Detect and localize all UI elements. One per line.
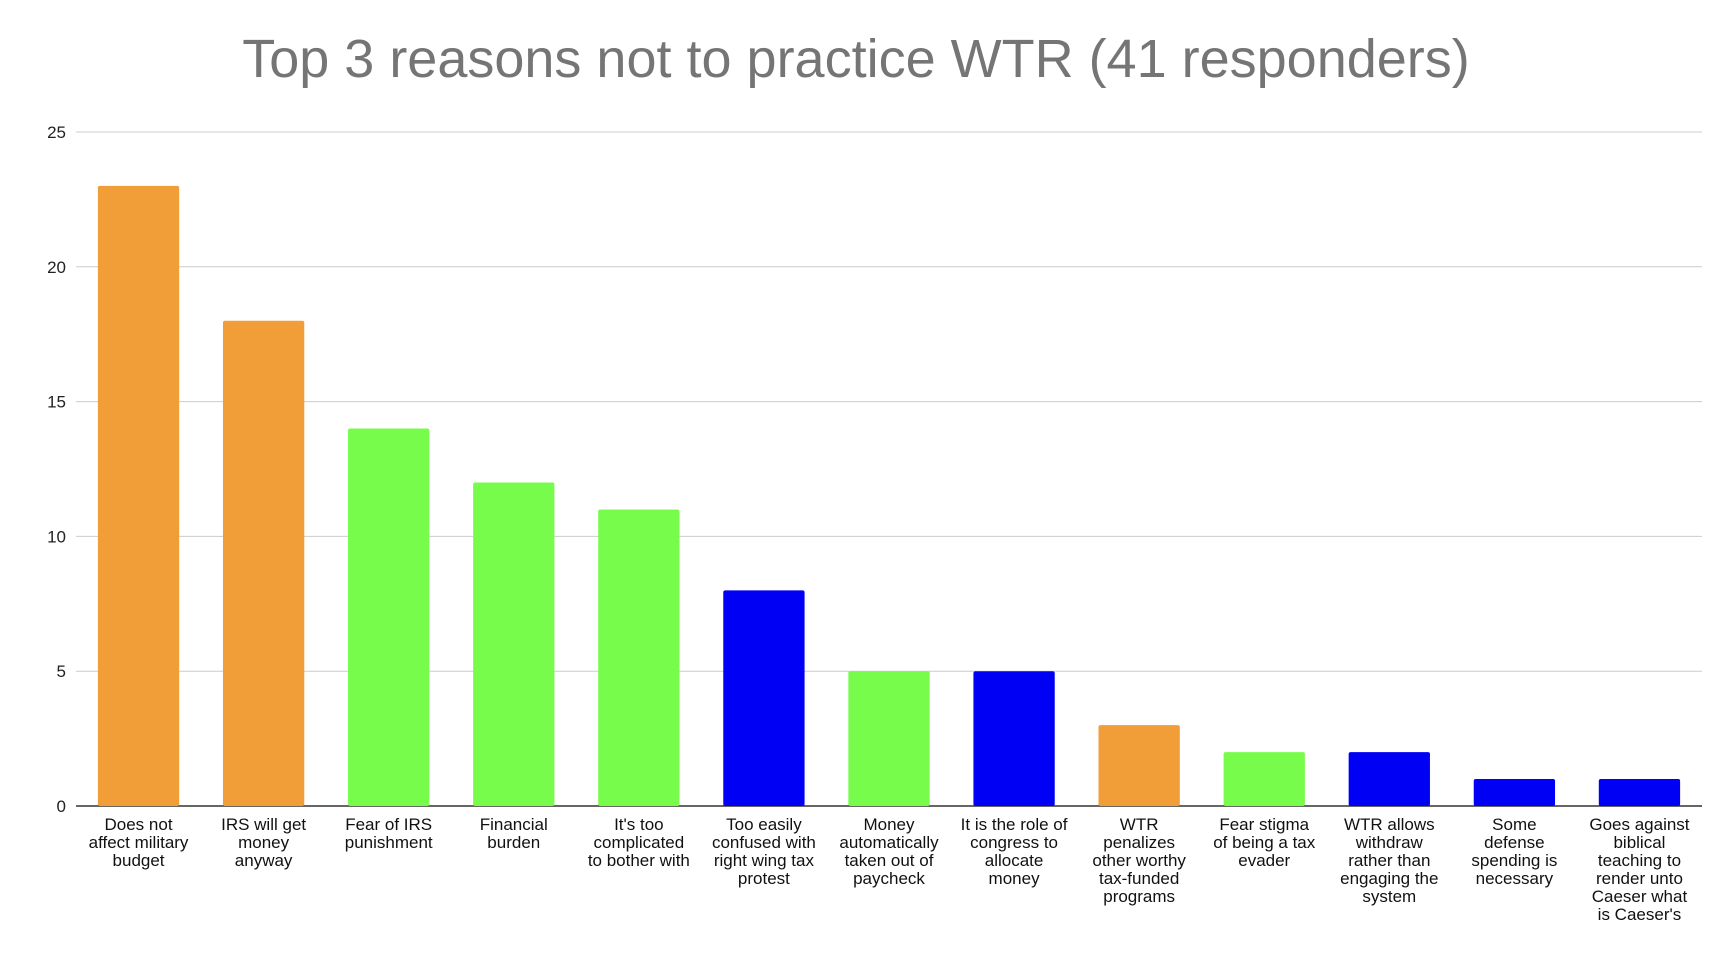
x-category-label-line: Too easily bbox=[726, 815, 802, 834]
y-tick-label: 15 bbox=[47, 393, 66, 412]
x-category-label-line: automatically bbox=[839, 833, 939, 852]
y-tick-label: 5 bbox=[57, 662, 66, 681]
x-category-label: Financial burden bbox=[480, 815, 548, 852]
x-category-label-line: rather than bbox=[1348, 851, 1430, 870]
x-category-label-line: taken out of bbox=[845, 851, 934, 870]
x-category-label-line: burden bbox=[487, 833, 540, 852]
y-axis-ticks: 0 5 10 15 20 25 bbox=[47, 123, 66, 816]
x-category-label-line: engaging the bbox=[1340, 869, 1438, 888]
x-category-label: Does not affect military budget bbox=[89, 815, 189, 870]
x-category-label-line: withdraw bbox=[1355, 833, 1424, 852]
x-category-label-line: budget bbox=[113, 851, 165, 870]
x-category-label-line: Does not bbox=[105, 815, 173, 834]
bar-1 bbox=[222, 320, 305, 806]
bars bbox=[97, 185, 1681, 807]
x-category-label-line: money bbox=[989, 869, 1041, 888]
x-category-label-line: It is the role of bbox=[961, 815, 1068, 834]
x-category-label-line: Fear of IRS bbox=[345, 815, 432, 834]
y-tick-label: 25 bbox=[47, 123, 66, 142]
y-tick-label: 10 bbox=[47, 527, 66, 546]
bar-11 bbox=[1473, 779, 1556, 806]
y-tick-label: 0 bbox=[57, 797, 66, 816]
x-category-label-line: evader bbox=[1238, 851, 1290, 870]
x-category-label: Some defense spending is necessary bbox=[1471, 815, 1557, 888]
x-category-label-line: necessary bbox=[1476, 869, 1554, 888]
x-category-label-line: Fear stigma bbox=[1219, 815, 1309, 834]
x-category-label-line: tax-funded bbox=[1099, 869, 1179, 888]
x-category-label-line: IRS will get bbox=[221, 815, 306, 834]
x-axis-categories: Does not affect military budget IRS will ge… bbox=[89, 815, 1690, 924]
x-category-label-line: allocate bbox=[985, 851, 1044, 870]
x-category-label-line: punishment bbox=[345, 833, 433, 852]
bar-12 bbox=[1598, 779, 1681, 806]
x-category-label-line: affect military bbox=[89, 833, 189, 852]
bar-0 bbox=[97, 185, 180, 807]
x-category-label-line: It's too bbox=[614, 815, 664, 834]
x-category-label-line: biblical bbox=[1613, 833, 1665, 852]
x-category-label: Fear of IRS punishment bbox=[345, 815, 433, 852]
x-category-label-line: Goes against bbox=[1589, 815, 1689, 834]
x-category-label-line: Caeser what bbox=[1592, 887, 1688, 906]
bar-5 bbox=[723, 590, 805, 806]
x-category-label: Fear stigma of being a tax evader bbox=[1213, 815, 1316, 870]
x-category-label-line: paycheck bbox=[853, 869, 925, 888]
bar-6 bbox=[848, 671, 930, 806]
x-category-label-line: right wing tax bbox=[714, 851, 815, 870]
x-category-label-line: of being a tax bbox=[1213, 833, 1316, 852]
bar-4 bbox=[598, 509, 680, 806]
x-category-label: WTR penalizes other worthy tax-funded progra… bbox=[1092, 815, 1186, 906]
bar-10 bbox=[1348, 752, 1430, 806]
y-tick-label: 20 bbox=[47, 258, 66, 277]
x-category-label-line: anyway bbox=[235, 851, 293, 870]
x-category-label-line: teaching to bbox=[1598, 851, 1681, 870]
x-category-label-line: Some bbox=[1492, 815, 1536, 834]
x-category-label-line: WTR allows bbox=[1344, 815, 1435, 834]
x-category-label: Goes against biblical teaching to render un… bbox=[1589, 815, 1689, 924]
x-category-label-line: to bother with bbox=[588, 851, 690, 870]
x-category-label: WTR allows withdraw rather than engaging th… bbox=[1340, 815, 1438, 906]
bar-9 bbox=[1223, 752, 1305, 806]
x-category-label-line: is Caeser's bbox=[1598, 905, 1682, 924]
x-category-label-line: render unto bbox=[1596, 869, 1683, 888]
x-category-label: Money automatically taken out of paycheck bbox=[839, 815, 939, 888]
x-category-label-line: Financial bbox=[480, 815, 548, 834]
x-category-label: Too easily confused with right wing tax pro… bbox=[712, 815, 816, 888]
x-category-label-line: programs bbox=[1103, 887, 1175, 906]
x-category-label-line: money bbox=[238, 833, 290, 852]
x-category-label-line: WTR bbox=[1120, 815, 1159, 834]
bar-2 bbox=[348, 428, 430, 806]
x-category-label-line: defense bbox=[1484, 833, 1545, 852]
x-category-label-line: Money bbox=[863, 815, 915, 834]
x-category-label-line: system bbox=[1362, 887, 1416, 906]
x-category-label-line: congress to bbox=[970, 833, 1058, 852]
x-category-label-line: penalizes bbox=[1103, 833, 1175, 852]
x-category-label: IRS will get money anyway bbox=[221, 815, 306, 870]
x-category-label-line: spending is bbox=[1471, 851, 1557, 870]
bar-8 bbox=[1098, 725, 1180, 806]
x-category-label-line: complicated bbox=[593, 833, 684, 852]
x-category-label: It is the role of congress to allocate mone… bbox=[961, 815, 1068, 888]
x-category-label-line: protest bbox=[738, 869, 790, 888]
x-category-label-line: other worthy bbox=[1092, 851, 1186, 870]
x-category-label: It's too complicated to bother with bbox=[588, 815, 690, 870]
bar-7 bbox=[973, 671, 1055, 806]
bar-3 bbox=[473, 482, 555, 806]
x-category-label-line: confused with bbox=[712, 833, 816, 852]
chart-title: Top 3 reasons not to practice WTR (41 re… bbox=[242, 29, 1470, 89]
